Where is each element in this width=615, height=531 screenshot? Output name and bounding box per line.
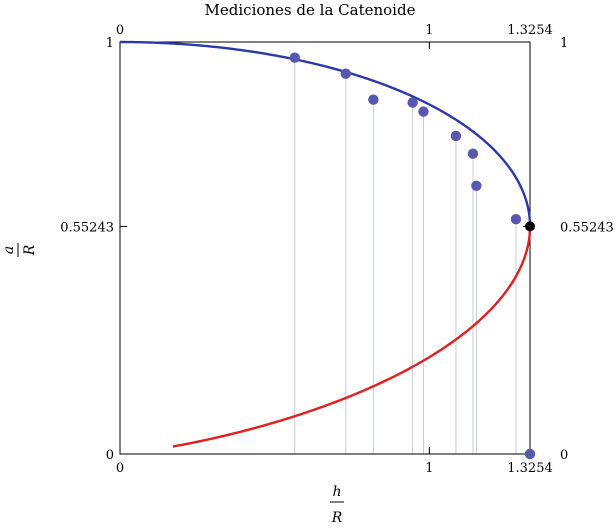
x-axis-label: h R	[330, 484, 344, 526]
y-tick-label-left: 1	[106, 36, 114, 51]
x-tick-label-top: 1	[425, 23, 433, 38]
series-upper-branch	[119, 40, 532, 227]
y-tick-label-right: 0	[560, 448, 568, 463]
plot-frame	[119, 41, 531, 455]
y-tick-label-left: 0	[106, 448, 114, 463]
x-axis-label-denominator: R	[331, 510, 343, 526]
ticks	[119, 41, 531, 455]
x-axis-label-numerator: h	[332, 484, 341, 500]
x-tick-label-top: 0	[116, 23, 124, 38]
x-tick-label-bottom: 1.3254	[507, 461, 553, 476]
data-point	[471, 180, 482, 191]
guide-lines	[294, 57, 517, 454]
critical-point	[525, 221, 535, 232]
data-point	[510, 213, 522, 225]
data-point	[467, 148, 479, 159]
data-point	[289, 52, 300, 63]
y-axis-label-numerator: a	[1, 246, 17, 254]
y-tick-label-right: 1	[560, 36, 568, 51]
y-axis-label: a R	[1, 243, 38, 257]
data-point	[524, 448, 536, 460]
y-axis-label-denominator: R	[22, 244, 38, 256]
data-point	[407, 97, 418, 108]
y-tick-label-right: 0.55243	[560, 220, 614, 235]
y-tick-label-left: 0.55243	[60, 220, 114, 235]
data-points	[289, 52, 536, 460]
x-tick-label-bottom: 1	[425, 461, 433, 476]
data-point	[368, 94, 379, 105]
data-point	[450, 130, 462, 142]
series-lower-branch	[172, 226, 532, 448]
data-point	[340, 68, 352, 79]
data-point	[418, 106, 429, 117]
chart-title: Mediciones de la Catenoide	[205, 1, 416, 19]
x-tick-label-bottom: 0	[116, 461, 124, 476]
x-tick-label-top: 1.3254	[507, 23, 553, 38]
